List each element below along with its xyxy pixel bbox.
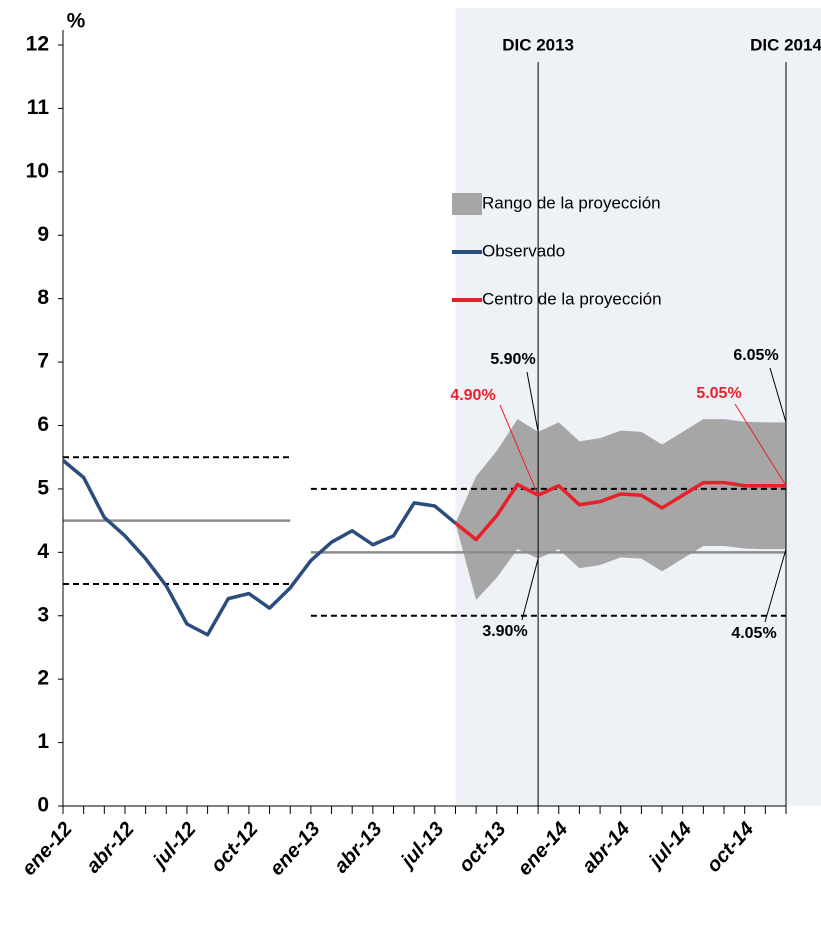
y-tick-label: 9 bbox=[37, 223, 49, 246]
y-tick-label: 3 bbox=[37, 603, 49, 626]
annotation-label: 6.05% bbox=[733, 347, 778, 364]
y-tick-label: 0 bbox=[37, 794, 49, 817]
legend-label: Rango de la proyección bbox=[482, 193, 661, 212]
x-tick-label: abr-13 bbox=[330, 818, 387, 877]
legend-label: Centro de la proyección bbox=[482, 289, 662, 308]
y-axis-label: % bbox=[67, 10, 86, 33]
y-tick-label: 2 bbox=[37, 667, 49, 690]
x-tick-label: abr-12 bbox=[82, 818, 139, 877]
annotation-leader bbox=[521, 558, 539, 621]
annotation-leader bbox=[764, 549, 787, 623]
annotation-label: 5.05% bbox=[696, 385, 741, 402]
annotation-leader bbox=[734, 403, 787, 487]
y-tick-label: 8 bbox=[37, 286, 49, 309]
y-tick-label: 6 bbox=[37, 413, 49, 436]
annotation-label: 5.90% bbox=[490, 351, 535, 368]
annotation-leader bbox=[499, 404, 539, 496]
x-tick-label: jul-14 bbox=[643, 818, 696, 874]
legend-label: Observado bbox=[482, 241, 565, 260]
y-tick-label: 11 bbox=[27, 96, 50, 119]
series-line bbox=[61, 459, 457, 637]
annotation-label: 3.90% bbox=[482, 623, 527, 640]
x-tick-label: ene-14 bbox=[514, 818, 573, 880]
y-tick-label: 4 bbox=[37, 540, 49, 563]
x-tick-label: oct-12 bbox=[207, 818, 263, 876]
annotation-leader bbox=[769, 367, 787, 423]
x-tick-label: ene-12 bbox=[18, 818, 77, 880]
x-tick-label: abr-14 bbox=[578, 818, 635, 877]
projection-area bbox=[455, 8, 821, 806]
x-tick-label: oct-13 bbox=[455, 818, 511, 876]
x-tick-label: jul-12 bbox=[147, 818, 200, 874]
legend-swatch bbox=[452, 193, 482, 215]
y-tick-label: 7 bbox=[37, 350, 49, 373]
y-tick-label: 10 bbox=[26, 159, 49, 182]
marker-label: DIC 2013 bbox=[502, 35, 574, 54]
x-tick-label: ene-13 bbox=[266, 818, 325, 880]
y-tick-label: 12 bbox=[26, 33, 49, 56]
annotation-label: 4.05% bbox=[731, 625, 776, 642]
x-tick-label: oct-14 bbox=[703, 818, 759, 876]
x-tick-label: jul-13 bbox=[395, 818, 448, 874]
annotation-label: 4.90% bbox=[450, 387, 495, 404]
y-tick-label: 1 bbox=[37, 730, 49, 753]
marker-label: DIC 2014 bbox=[750, 35, 821, 54]
annotation-leader bbox=[526, 371, 539, 432]
y-tick-label: 5 bbox=[37, 476, 49, 499]
series-line bbox=[454, 480, 786, 542]
